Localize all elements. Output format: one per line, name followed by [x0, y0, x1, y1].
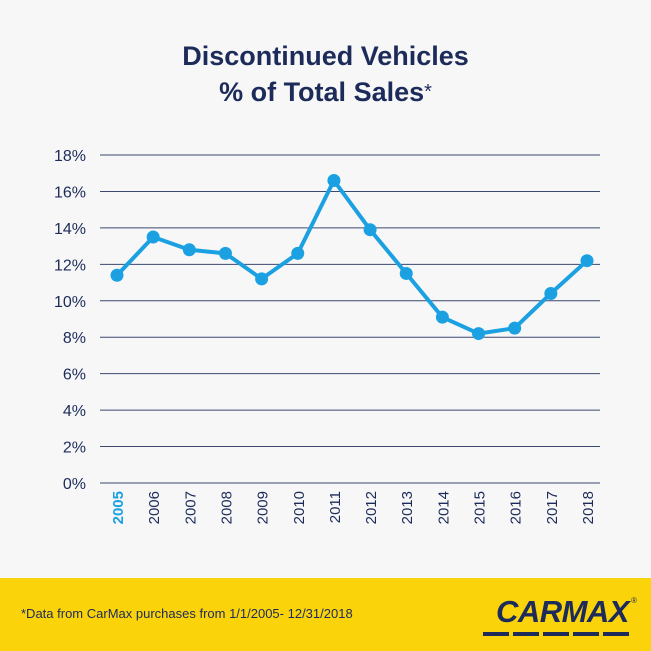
chart-title-line2: % of Total Sales	[219, 77, 425, 107]
logo-wordmark: CARMAX	[495, 594, 630, 629]
data-point	[327, 174, 341, 188]
x-tick-label: 2016	[508, 491, 525, 524]
y-tick-label: 16%	[54, 184, 86, 201]
series-line	[115, 178, 589, 336]
series-points	[110, 174, 594, 341]
chart-title: Discontinued Vehicles % of Total Sales*	[0, 38, 651, 110]
data-point	[544, 286, 558, 300]
data-line	[115, 178, 589, 336]
logo-dashes	[483, 632, 629, 636]
x-tick-label: 2006	[146, 491, 163, 524]
data-point	[363, 223, 377, 237]
data-point	[580, 254, 594, 268]
data-point	[255, 272, 269, 286]
x-axis-labels: 2005 2006 2007 2008 2009 2010 2011 2012 2013 2014…	[110, 491, 597, 524]
y-tick-label: 0%	[63, 476, 86, 493]
y-axis-labels: 0% 2% 4% 6% 8% 10% 12% 14% 16% 18%	[54, 148, 86, 493]
data-point	[472, 327, 486, 341]
x-tick-label: 2011	[327, 491, 344, 523]
x-tick-label: 2012	[363, 491, 380, 524]
data-point	[291, 246, 305, 260]
data-point	[218, 246, 232, 260]
x-tick-label: 2017	[544, 491, 561, 524]
x-tick-label: 2015	[472, 491, 489, 524]
data-point	[435, 310, 449, 324]
chart-title-asterisk: *	[424, 81, 432, 103]
x-tick-label: 2013	[399, 491, 416, 524]
y-tick-label: 6%	[63, 367, 86, 384]
x-tick-label: 2014	[435, 491, 452, 524]
y-tick-label: 14%	[54, 221, 86, 238]
data-point	[182, 243, 196, 257]
x-tick-label: 2009	[255, 491, 272, 524]
x-tick-label: 2010	[291, 491, 308, 524]
data-point	[399, 266, 413, 280]
y-tick-label: 12%	[54, 257, 86, 274]
chart-title-line2-wrap: % of Total Sales*	[0, 74, 651, 110]
y-tick-label: 4%	[63, 403, 86, 420]
data-point	[110, 268, 124, 282]
y-tick-label: 18%	[54, 148, 86, 165]
chart-title-line1: Discontinued Vehicles	[182, 41, 469, 71]
footnote: *Data from CarMax purchases from 1/1/200…	[21, 606, 353, 621]
gridlines	[100, 154, 600, 484]
logo-registered-mark: ®	[631, 596, 637, 605]
data-point	[146, 230, 160, 244]
x-tick-label: 2007	[182, 491, 199, 524]
y-tick-label: 8%	[63, 330, 86, 347]
footer-bar: *Data from CarMax purchases from 1/1/200…	[0, 578, 651, 651]
y-tick-label: 2%	[63, 440, 86, 457]
x-tick-label: 2005	[110, 491, 127, 524]
data-point	[508, 321, 522, 335]
y-tick-label: 10%	[54, 294, 86, 311]
x-tick-label: 2018	[580, 491, 597, 524]
carmax-logo: CARMAX ®	[479, 594, 637, 640]
x-tick-label: 2008	[218, 491, 235, 524]
